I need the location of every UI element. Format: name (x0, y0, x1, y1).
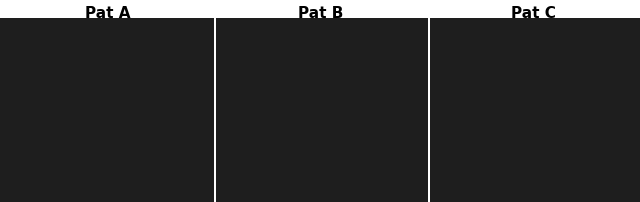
Text: Pat C: Pat C (511, 6, 556, 21)
Text: Pat B: Pat B (298, 6, 343, 21)
Text: Pat A: Pat A (84, 6, 131, 21)
